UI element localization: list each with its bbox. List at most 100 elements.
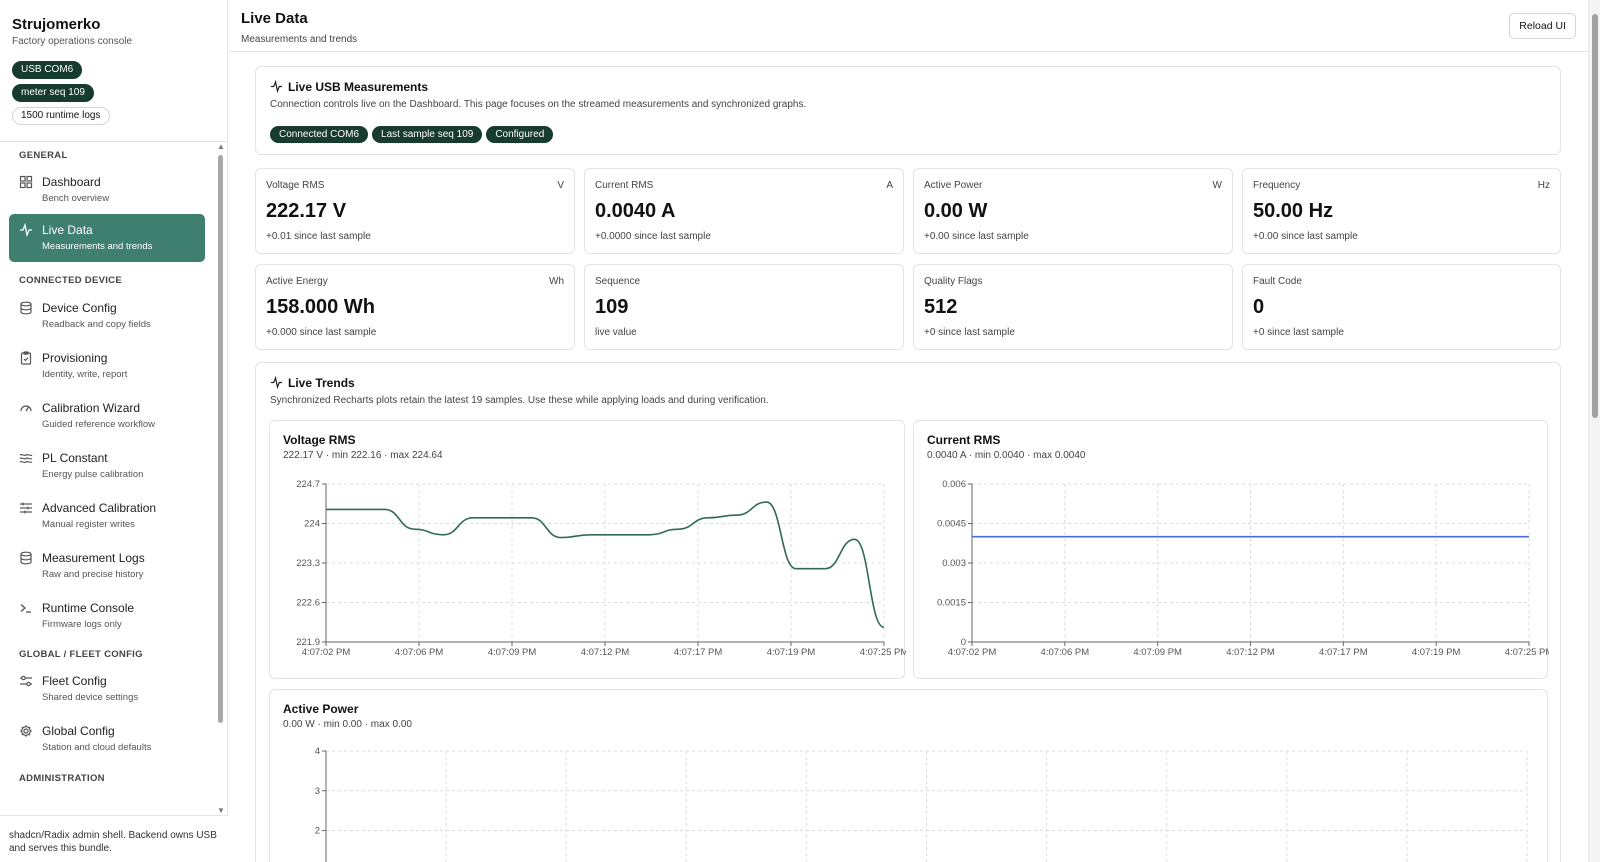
metric-unit: Hz — [1537, 180, 1550, 191]
page-scrollbar[interactable] — [1588, 0, 1600, 862]
sidebar-item-advanced-calibration[interactable]: Advanced Calibration Manual register wri… — [9, 492, 205, 540]
section-label-global-fleet-config: GLOBAL / FLEET CONFIG — [19, 649, 143, 660]
scroll-up-arrow-icon[interactable]: ▲ — [217, 142, 225, 151]
y-tick-label: 2 — [315, 826, 320, 837]
y-tick-label: 3 — [315, 786, 320, 797]
sidebar: Strujomerko Factory operations console U… — [0, 0, 228, 862]
sidebar-item-dashboard[interactable]: Dashboard Bench overview — [9, 166, 205, 214]
voltage-rms-chart: Voltage RMS 222.17 V · min 222.16 · max … — [269, 420, 906, 679]
brand: Strujomerko Factory operations console — [0, 0, 227, 47]
y-tick-label: 222.6 — [296, 598, 320, 609]
gauge-icon — [20, 405, 32, 412]
app-subtitle: Factory operations console — [12, 36, 133, 47]
sidebar-item-title: Measurement Logs — [42, 551, 145, 565]
settings-sliders-icon — [20, 675, 32, 687]
sidebar-item-live-data[interactable]: Live Data Measurements and trends — [9, 214, 205, 262]
sidebar-item-global-config[interactable]: Global Config Station and cloud defaults — [9, 715, 205, 763]
sidebar-item-pl-constant[interactable]: PL Constant Energy pulse calibration — [9, 442, 205, 490]
metric-delta: +0.00 since last sample — [924, 231, 1029, 242]
sidebar-item-title: Runtime Console — [42, 601, 135, 615]
sidebar-item-title: Advanced Calibration — [42, 501, 157, 515]
sidebar-item-subtitle: Identity, write, report — [42, 369, 128, 380]
sidebar-scroll-thumb[interactable] — [218, 155, 223, 723]
sliders-icon — [20, 502, 32, 514]
x-tick-label: 4:07:02 PM — [948, 647, 997, 658]
card-title-text: Live USB Measurements — [288, 80, 429, 94]
activity-icon — [270, 376, 283, 389]
chart-title: Voltage RMS — [283, 433, 356, 447]
database-icon — [20, 301, 32, 315]
live-usb-card-title: Live USB Measurements — [270, 80, 428, 94]
voltage-rms-plot: 221.9 222.6 223.3 224 224.7 4:07:02 PM 4:07:06… — [296, 479, 906, 658]
page-header: Live Data Measurements and trends Reload… — [229, 0, 1588, 52]
sidebar-item-fleet-config[interactable]: Fleet Config Shared device settings — [9, 665, 205, 713]
x-tick-label: 4:07:17 PM — [1319, 647, 1368, 658]
metric-label: Current RMS — [595, 180, 654, 191]
sidebar-item-provisioning[interactable]: Provisioning Identity, write, report — [9, 342, 205, 390]
runtime-logs-badge: 1500 runtime logs — [12, 107, 110, 125]
sidebar-item-measurement-logs[interactable]: Measurement Logs Raw and precise history — [9, 542, 205, 590]
sidebar-item-runtime-console[interactable]: Runtime Console Firmware logs only — [9, 592, 205, 640]
y-tick-label: 0.003 — [942, 558, 966, 569]
metric-value: 512 — [924, 296, 958, 318]
metric-delta: +0 since last sample — [1253, 327, 1344, 338]
series-line — [326, 501, 885, 629]
scroll-down-arrow-icon[interactable]: ▼ — [217, 806, 225, 815]
sidebar-item-subtitle: Raw and precise history — [42, 569, 144, 580]
metric-card-sequence: Sequence 109 live value — [584, 264, 904, 350]
usb-port-badge: USB COM6 — [12, 61, 83, 79]
terminal-icon — [20, 604, 31, 613]
metric-value: 0 — [1253, 296, 1265, 318]
metric-delta: +0 since last sample — [924, 327, 1015, 338]
metric-value: 109 — [595, 296, 629, 318]
reload-ui-button[interactable]: Reload UI — [1509, 13, 1576, 39]
metric-unit: Wh — [549, 276, 564, 287]
metric-delta: +0.00 since last sample — [1253, 231, 1358, 242]
metric-delta: +0.000 since last sample — [266, 327, 377, 338]
x-tick-label: 4:07:06 PM — [395, 647, 444, 658]
active-power-plot: 2 3 4 — [315, 746, 1528, 862]
meter-seq-badge: meter seq 109 — [12, 84, 94, 102]
sidebar-item-title: Calibration Wizard — [42, 401, 141, 415]
x-tick-label: 4:07:09 PM — [1133, 647, 1182, 658]
chart-subtitle: 222.17 V · min 222.16 · max 224.64 — [283, 450, 443, 461]
app-title: Strujomerko — [12, 16, 101, 33]
live-trends-title: Live Trends — [270, 376, 355, 390]
sidebar-item-subtitle: Firmware logs only — [42, 619, 122, 630]
sidebar-item-title: Live Data — [42, 223, 93, 237]
metric-unit: A — [886, 180, 893, 191]
activity-icon — [20, 223, 32, 237]
metric-value: 50.00 Hz — [1253, 200, 1334, 222]
x-tick-label: 4:07:06 PM — [1041, 647, 1090, 658]
live-trends-description: Synchronized Recharts plots retain the l… — [270, 395, 769, 406]
metric-label: Sequence — [595, 276, 641, 287]
sidebar-item-calibration-wizard[interactable]: Calibration Wizard Guided reference work… — [9, 392, 205, 440]
x-tick-label: 4:07:17 PM — [674, 647, 723, 658]
page-scroll-thumb[interactable] — [1592, 14, 1598, 418]
metric-value: 0.0040 A — [595, 200, 676, 222]
y-tick-label: 0.006 — [942, 479, 966, 490]
activity-icon — [270, 80, 283, 93]
sidebar-scrollbar[interactable]: ▲ ▼ — [216, 143, 225, 815]
metric-delta: live value — [595, 327, 637, 338]
x-tick-label: 4:07:19 PM — [1412, 647, 1461, 658]
y-tick-label: 0 — [961, 637, 966, 648]
metric-card-active-energy: Active Energy Wh 158.000 Wh +0.000 since… — [255, 264, 575, 350]
y-tick-label: 224.7 — [296, 479, 320, 490]
sidebar-item-title: Global Config — [42, 724, 115, 738]
section-label-administration: ADMINISTRATION — [19, 773, 105, 784]
sidebar-footer: shadcn/Radix admin shell. Backend owns U… — [0, 815, 228, 862]
waves-icon — [19, 453, 33, 464]
live-usb-description: Connection controls live on the Dashboar… — [270, 99, 807, 110]
metric-unit: W — [1212, 180, 1222, 191]
sidebar-item-subtitle: Readback and copy fields — [42, 319, 151, 330]
sidebar-item-title: Fleet Config — [42, 674, 107, 688]
card-title-text: Live Trends — [288, 376, 355, 390]
y-tick-label: 221.9 — [296, 637, 320, 648]
dashboard-icon — [19, 175, 33, 189]
configured-badge: Configured — [486, 126, 554, 143]
sidebar-divider — [0, 141, 227, 142]
sidebar-item-device-config[interactable]: Device Config Readback and copy fields — [9, 292, 205, 340]
y-tick-label: 224 — [304, 519, 320, 530]
clipboard-icon — [20, 351, 32, 365]
